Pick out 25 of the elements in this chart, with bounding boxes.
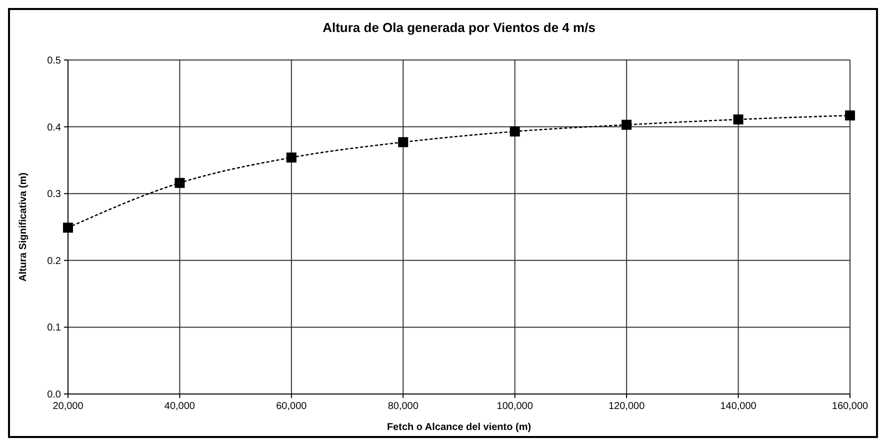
point [286,152,296,163]
x-axis-title: Fetch o Alcance del viento (m) [386,422,532,433]
x-tick-label: 140,000 [720,401,757,412]
x-tick-label: 80,000 [388,401,419,412]
point [510,126,520,136]
y-axis-title: Altura Significativa (m) [18,172,29,282]
point [63,222,73,233]
point [398,137,408,148]
x-tick-label: 100,000 [496,401,534,412]
y-tick-label: 0.3 [47,189,62,200]
y-tick-label: 0.0 [47,390,62,400]
chart-title: Altura de Ola generada por Vientos de 4 m/s [322,20,596,35]
x-tick-label: 160,000 [832,401,869,412]
y-tick-label: 0.2 [47,256,62,267]
x-tick-label: 40,000 [164,401,196,412]
y-tick-label: 0.1 [47,322,62,334]
point [174,178,185,188]
point [622,120,632,130]
x-tick-label: 120,000 [608,401,646,412]
y-tick-label: 0.5 [47,56,62,66]
point [845,110,855,120]
x-tick-label: 60,000 [276,401,308,412]
point [733,114,744,124]
y-tick-label: 0.4 [47,122,62,134]
x-tick-label: 20,000 [52,401,84,412]
